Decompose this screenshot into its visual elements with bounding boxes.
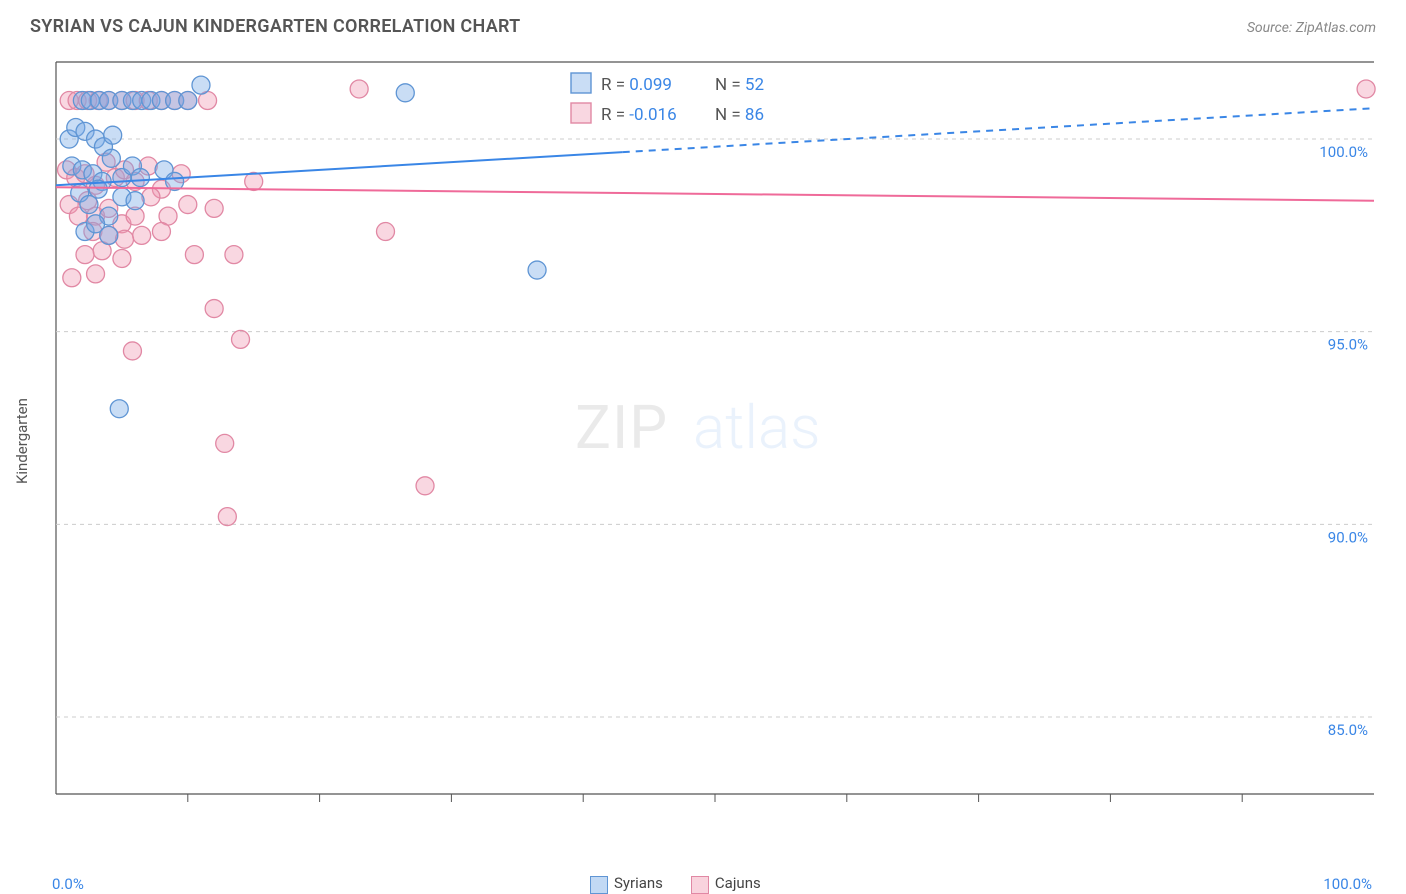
chart-title: SYRIAN VS CAJUN KINDERGARTEN CORRELATION… (30, 16, 521, 37)
legend-item-cajuns: Cajuns (691, 874, 761, 893)
swatch-icon (691, 876, 709, 894)
svg-text:85.0%: 85.0% (1328, 721, 1368, 739)
svg-text:N = 86: N = 86 (715, 105, 764, 125)
svg-text:atlas: atlas (693, 392, 821, 463)
svg-text:R = -0.016: R = -0.016 (601, 105, 677, 125)
svg-text:90.0%: 90.0% (1328, 528, 1368, 546)
chart-container: Kindergarten 85.0%90.0%95.0%100.0%ZIPatl… (0, 54, 1406, 892)
scatter-chart: 85.0% 90.0% 95.0% 100.0% ZIP atlas R = 0.099 N … (0, 54, 1406, 892)
series-legend: Syrians Cajuns (590, 874, 761, 893)
svg-text:R = 0.099: R = 0.099 (601, 75, 672, 95)
x-axis-min-label: 0.0% (52, 875, 84, 893)
svg-text:N = 52: N = 52 (715, 75, 764, 95)
source-attribution: Source: ZipAtlas.com (1247, 20, 1376, 36)
svg-text:ZIP: ZIP (575, 392, 668, 463)
svg-text:95.0%: 95.0% (1328, 336, 1368, 354)
legend-item-syrians: Syrians (590, 874, 663, 893)
x-axis-max-label: 100.0% (1323, 875, 1372, 893)
svg-text:100.0%: 100.0% (1319, 143, 1368, 161)
swatch-icon (590, 876, 608, 894)
